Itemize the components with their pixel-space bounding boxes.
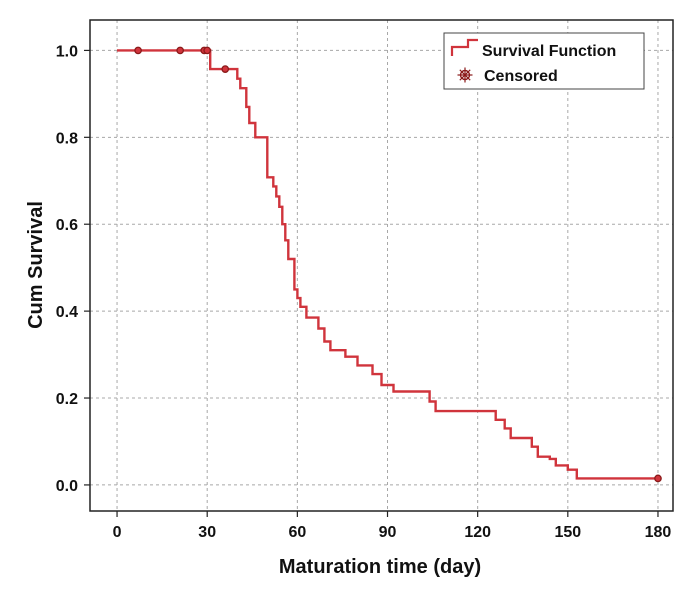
x-tick-label: 120 [464, 524, 491, 541]
x-tick-label: 150 [554, 524, 581, 541]
legend: Survival Function Censored [443, 32, 645, 90]
x-tick-label: 180 [645, 524, 672, 541]
x-tick-label: 0 [113, 524, 122, 541]
x-tick-label: 60 [288, 524, 306, 541]
y-tick-label: 0.6 [56, 217, 78, 234]
legend-censored-icon [457, 67, 473, 83]
x-tick-label: 30 [198, 524, 216, 541]
tick-layer: 0 30 60 90 120 150 180 0.0 0.2 0.4 0.6 0.8 1.0 [56, 43, 672, 541]
censored-marker [203, 46, 212, 55]
legend-survival-label: Survival Function [482, 43, 616, 60]
x-tick-label: 90 [379, 524, 397, 541]
survival-function-line [117, 49, 658, 480]
y-tick-label: 0.4 [56, 304, 78, 321]
legend-censored-label: Censored [484, 68, 558, 85]
y-tick-label: 0.8 [56, 130, 78, 147]
x-axis-title: Maturation time (day) [279, 556, 481, 578]
censored-markers [134, 46, 662, 483]
legend-box [443, 32, 645, 90]
y-axis-title: Cum Survival [25, 201, 47, 329]
censored-marker [134, 46, 142, 55]
legend-line-icon [450, 38, 478, 56]
plot-frame [89, 19, 674, 512]
y-tick-label: 0.0 [56, 478, 78, 495]
censored-marker [654, 474, 662, 483]
y-tick-label: 1.0 [56, 43, 78, 60]
censored-marker [176, 46, 185, 55]
series-layer [117, 49, 658, 480]
censored-marker [221, 65, 230, 73]
y-tick-label: 0.2 [56, 391, 78, 408]
grid-layer [90, 20, 673, 511]
